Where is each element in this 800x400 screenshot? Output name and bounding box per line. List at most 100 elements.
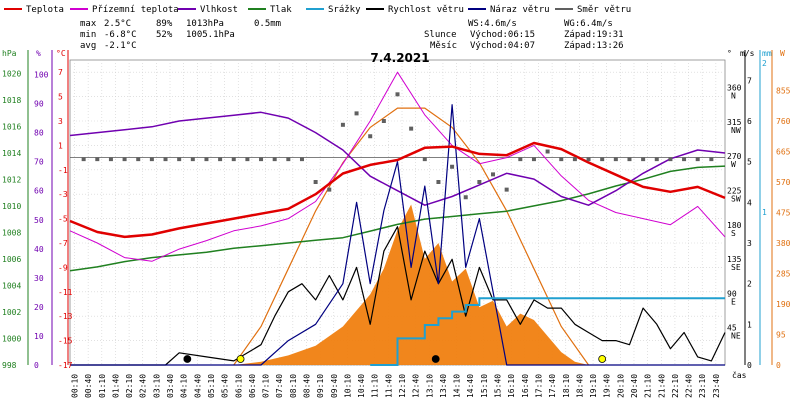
sun-rise-marker — [236, 355, 245, 363]
moon-set-marker — [431, 355, 440, 363]
temp-tick: 3 — [58, 117, 63, 126]
stat-min-label: min — [80, 30, 96, 40]
x-tick: 10:10 — [343, 374, 352, 398]
wind-dir-point — [122, 157, 127, 162]
wind-dir-point — [682, 157, 687, 162]
wind-dir-point — [654, 157, 659, 162]
wind-tick: 4 — [747, 198, 752, 207]
direction-tick: 225 — [727, 186, 742, 195]
humidity-tick: 80 — [34, 129, 44, 138]
x-tick: 01:10 — [98, 374, 107, 398]
wind-dir-point — [395, 92, 400, 97]
x-tick: 12:10 — [398, 374, 407, 398]
unit-wm2: W — [780, 49, 785, 58]
solar-tick: 475 — [776, 209, 791, 218]
x-tick: 04:40 — [193, 374, 202, 398]
stat-max-temp: 2.5°C — [104, 19, 131, 29]
x-tick: 00:10 — [71, 374, 80, 398]
humidity-tick: 0 — [34, 361, 39, 370]
stat-max-label: max — [80, 19, 97, 29]
pressure-tick: 1018 — [2, 96, 21, 105]
x-tick: 19:40 — [603, 374, 612, 398]
temp-tick: -9 — [58, 263, 68, 272]
wind-tick: 0 — [747, 361, 752, 370]
x-tick: 21:40 — [657, 374, 666, 398]
wind-dir-point — [572, 157, 577, 162]
pressure-tick: 1020 — [2, 69, 21, 78]
moon-label: Měsíc — [430, 41, 457, 51]
humidity-tick: 50 — [34, 216, 44, 225]
series-Srážky — [370, 297, 725, 366]
solar-radiation-layer — [233, 107, 590, 366]
solar-max-line — [233, 107, 590, 366]
x-tick: 08:40 — [302, 374, 311, 398]
wind-dir-point — [491, 172, 496, 177]
wind-dir-point — [559, 157, 564, 162]
solar-tick: 0 — [776, 361, 781, 370]
legend: Teplota Přízemní teplota Vlhkost Tlak Srážky… — [4, 5, 631, 15]
x-tick: 19:10 — [589, 374, 598, 398]
solar-tick: 380 — [776, 239, 791, 248]
x-tick: 12:40 — [412, 374, 421, 398]
wind-dir-point — [477, 180, 482, 184]
wind-tick: 5 — [747, 158, 752, 167]
x-tick: 02:10 — [125, 374, 134, 398]
solar-tick: 95 — [776, 331, 786, 340]
wind-dir-point — [422, 157, 427, 162]
humidity-tick: 20 — [34, 303, 44, 312]
solar-tick: 855 — [776, 87, 791, 96]
moon-rise-marker — [183, 355, 192, 363]
wind-dir-point — [668, 157, 673, 162]
temp-tick: -17 — [58, 361, 73, 370]
pressure-tick: 1006 — [2, 255, 21, 264]
direction-tick: 45 — [727, 324, 737, 333]
x-tick: 16:10 — [507, 374, 516, 398]
x-tick: 06:40 — [248, 374, 257, 398]
solar-tick: 665 — [776, 148, 791, 157]
x-tick: 11:10 — [371, 374, 380, 398]
wind-dir-point — [545, 149, 550, 154]
x-tick: 09:10 — [316, 374, 325, 398]
direction-tick: 360 — [727, 84, 742, 93]
temp-tick: -1 — [58, 166, 68, 175]
legend-label: Náraz větru — [490, 5, 550, 15]
moon-rise: Východ:04:07 — [470, 41, 535, 51]
wind-dir-point — [381, 119, 386, 123]
wind-dir-point — [299, 157, 304, 162]
stat-avg-label: avg — [80, 41, 96, 51]
wind-dir-point — [586, 157, 591, 162]
wind-dir-point — [177, 157, 182, 162]
wind-dir-point — [709, 157, 714, 162]
temp-tick: -13 — [58, 312, 73, 321]
direction-label: SE — [731, 263, 741, 272]
x-tick: 03:40 — [166, 374, 175, 398]
direction-label: NW — [731, 126, 741, 135]
wind-dir-point — [108, 157, 113, 162]
stat-min-press: 1005.1hPa — [186, 30, 235, 40]
humidity-tick: 10 — [34, 332, 44, 341]
wind-dir-point — [218, 157, 223, 162]
wind-dir-point — [286, 157, 291, 162]
wind-dir-point — [613, 157, 618, 162]
unit-pct: % — [36, 49, 41, 58]
wind-dir-point — [504, 187, 509, 192]
wind-dir-point — [627, 157, 632, 162]
temp-tick: -15 — [58, 337, 73, 346]
x-tick: 13:10 — [425, 374, 434, 398]
legend-label: Přízemní teplota — [92, 5, 179, 15]
pressure-tick: 1010 — [2, 202, 21, 211]
wind-dir-point — [163, 157, 168, 162]
pressure-tick: 1008 — [2, 228, 21, 237]
wind-dir-point — [354, 111, 359, 116]
series-Rychlost větru — [70, 226, 726, 366]
temp-tick: -3 — [58, 190, 68, 199]
humidity-tick: 70 — [34, 158, 44, 167]
legend-label: Rychlost větru — [388, 5, 464, 15]
wind-tick: 6 — [747, 117, 752, 126]
wind-dir-point — [695, 157, 700, 162]
humidity-tick: 90 — [34, 100, 44, 109]
x-tick: 03:10 — [152, 374, 161, 398]
direction-label: N — [731, 92, 736, 101]
x-tick: 14:10 — [453, 374, 462, 398]
series-Tlak — [69, 165, 726, 272]
